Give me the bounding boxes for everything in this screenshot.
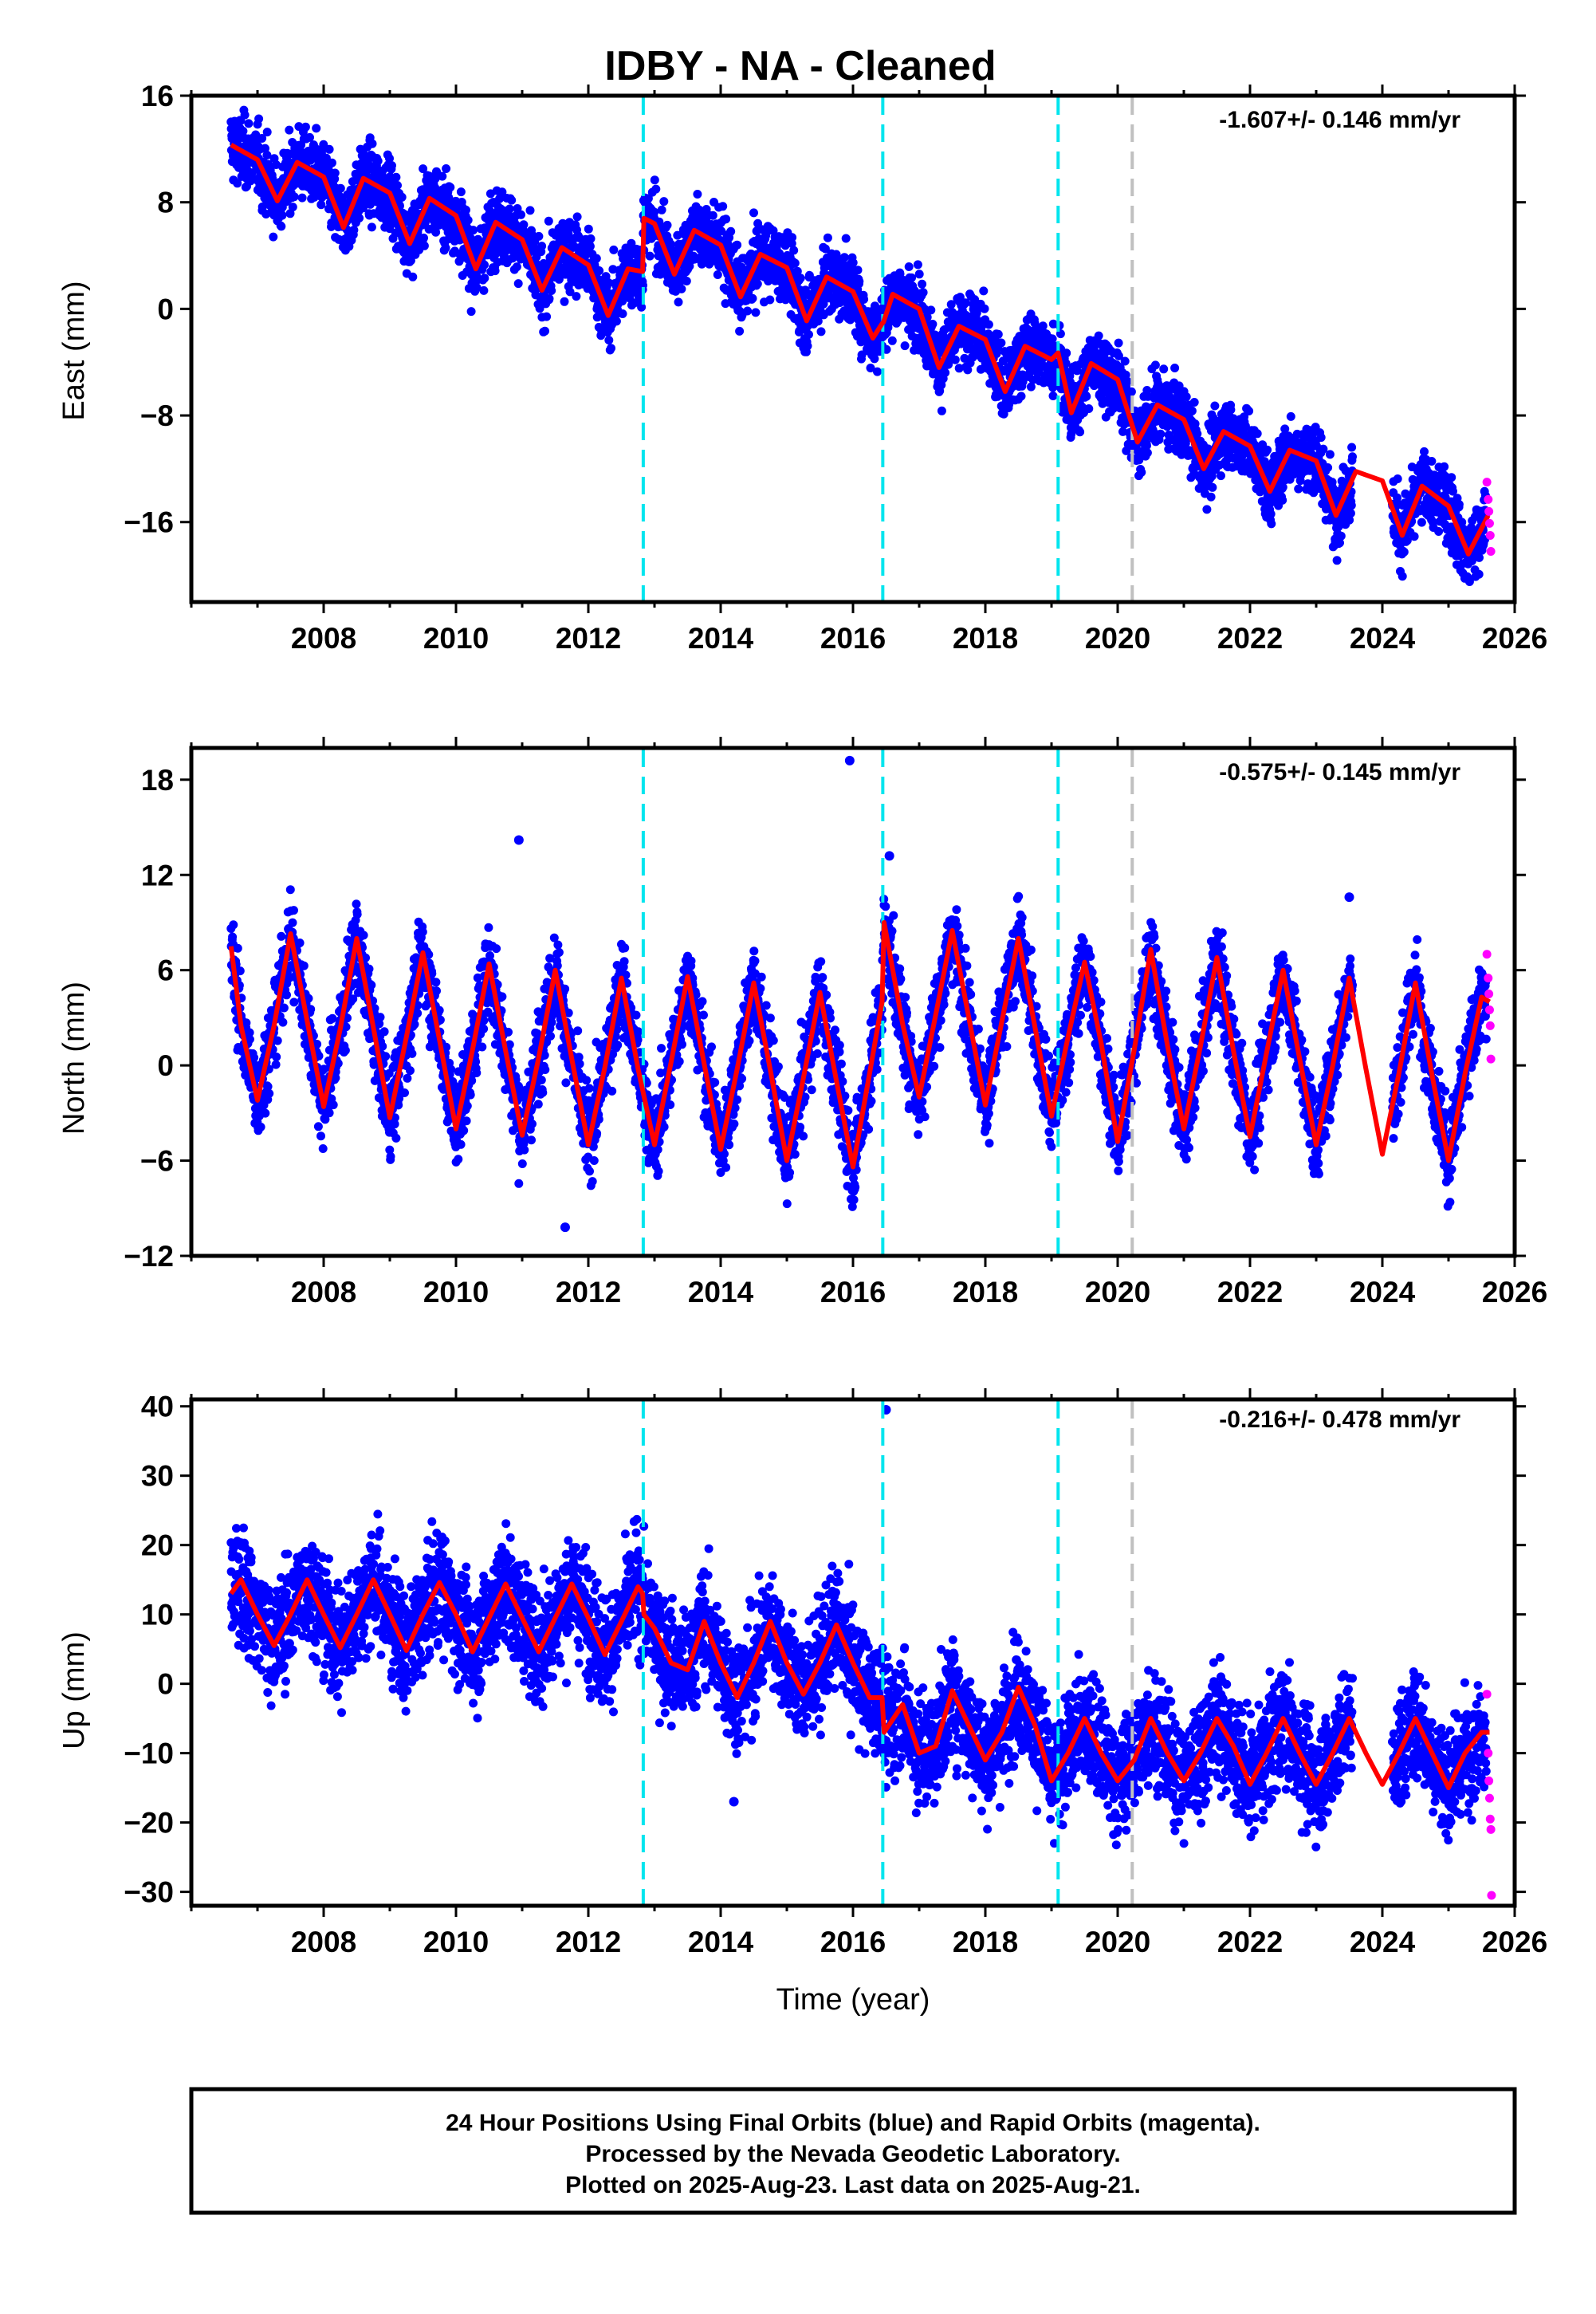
up-x-tick-label: 2012 xyxy=(556,1926,621,1958)
up-x-tick-label: 2014 xyxy=(688,1926,754,1958)
east-rapid-orbit-point xyxy=(1484,494,1493,504)
up-y-tick-label: −30 xyxy=(124,1876,174,1909)
up-y-tick-label: 30 xyxy=(141,1460,174,1493)
north-x-tick-label: 2024 xyxy=(1350,1276,1416,1309)
north-outlier-point xyxy=(844,755,855,765)
east-x-tick-label: 2010 xyxy=(423,622,489,655)
up-rapid-orbit-point xyxy=(1487,1891,1496,1900)
east-x-tick-label: 2020 xyxy=(1085,622,1150,655)
east-plot-area: 2008 2010 2012 2014 2016 2018 2020 2022 2024 2026… xyxy=(124,80,1547,655)
up-outlier-point xyxy=(729,1796,739,1807)
north-x-tick-label: 2026 xyxy=(1482,1276,1547,1309)
north-outlier-point xyxy=(1344,892,1354,903)
north-rapid-orbit-point xyxy=(1482,950,1492,959)
x-axis-label: Time (year) xyxy=(776,1983,930,2017)
east-rapid-orbit-point xyxy=(1486,547,1496,556)
east-x-tick-label: 2024 xyxy=(1350,622,1416,655)
east-panel: 2008 2010 2012 2014 2016 2018 2020 2022 2024 2026… xyxy=(57,80,1547,655)
north-x-tick-label: 2010 xyxy=(423,1276,489,1309)
east-ylabel: East (mm) xyxy=(57,281,91,420)
north-outlier-point xyxy=(884,851,894,861)
north-y-tick-label: 6 xyxy=(157,954,174,987)
east-x-tick-label: 2016 xyxy=(820,622,886,655)
north-panel: 2008 2010 2012 2014 2016 2018 2020 2022 2024 2026… xyxy=(57,737,1547,1309)
up-model-line xyxy=(229,1577,1490,1791)
north-x-tick-label: 2014 xyxy=(688,1276,754,1309)
up-x-tick-label: 2018 xyxy=(953,1926,1018,1958)
north-y-tick-label: 12 xyxy=(141,859,174,891)
east-y-tick-label: 16 xyxy=(141,80,174,112)
up-rapid-orbit-point xyxy=(1482,1690,1492,1699)
up-x-tick-label: 2024 xyxy=(1350,1926,1416,1958)
north-rate-label: -0.575+/- 0.145 mm/yr xyxy=(1219,759,1460,785)
north-model-line xyxy=(228,920,1492,1170)
up-rate-label: -0.216+/- 0.478 mm/yr xyxy=(1219,1407,1460,1433)
up-y-tick-label: 40 xyxy=(141,1391,174,1423)
east-rapid-orbit-point xyxy=(1484,518,1494,528)
north-rapid-orbit-point xyxy=(1484,974,1493,983)
east-model-line xyxy=(230,143,1491,557)
north-ylabel: North (mm) xyxy=(57,982,91,1135)
north-y-tick-label: −6 xyxy=(140,1145,174,1178)
east-y-tick-label: 0 xyxy=(157,293,174,325)
north-x-tick-label: 2016 xyxy=(820,1276,886,1309)
up-panel: 2008 2010 2012 2014 2016 2018 2020 2022 2024 2026… xyxy=(57,1388,1547,1958)
up-y-tick-label: −10 xyxy=(124,1737,174,1770)
north-rapid-orbit-point xyxy=(1484,990,1494,999)
north-rapid-orbit-point xyxy=(1484,1005,1494,1014)
east-y-tick-label: −8 xyxy=(140,399,174,432)
east-rapid-orbit-point xyxy=(1484,506,1494,516)
north-x-tick-label: 2018 xyxy=(953,1276,1018,1309)
north-y-tick-label: 18 xyxy=(141,764,174,797)
north-y-tick-label: 0 xyxy=(157,1049,174,1082)
up-y-tick-label: 10 xyxy=(141,1599,174,1631)
up-x-tick-label: 2016 xyxy=(820,1926,886,1958)
north-x-tick-label: 2022 xyxy=(1217,1276,1283,1309)
east-x-tick-label: 2008 xyxy=(291,622,356,655)
up-rapid-orbit-point xyxy=(1484,1776,1494,1785)
up-x-tick-label: 2020 xyxy=(1085,1926,1150,1958)
east-rapid-orbit-point xyxy=(1482,478,1492,487)
main-title: IDBY - NA - Cleaned xyxy=(604,43,996,89)
north-final-orbit-points xyxy=(226,885,1491,1211)
up-x-tick-label: 2010 xyxy=(423,1926,489,1958)
east-x-tick-label: 2012 xyxy=(556,622,621,655)
north-rapid-orbit-point xyxy=(1486,1054,1496,1064)
north-plot-area: 2008 2010 2012 2014 2016 2018 2020 2022 2024 2026… xyxy=(124,737,1547,1309)
east-x-tick-label: 2014 xyxy=(688,622,754,655)
up-rapid-orbit-point xyxy=(1485,1814,1495,1824)
footer-frame xyxy=(189,2087,1517,2215)
up-y-tick-label: −20 xyxy=(124,1807,174,1840)
east-rate-label: -1.607+/- 0.146 mm/yr xyxy=(1219,107,1460,133)
up-x-tick-label: 2022 xyxy=(1217,1926,1283,1958)
east-y-tick-label: 8 xyxy=(157,187,174,219)
north-outlier-point xyxy=(513,835,524,845)
north-x-tick-label: 2008 xyxy=(291,1276,356,1309)
north-outlier-point xyxy=(560,1222,570,1233)
east-x-tick-label: 2026 xyxy=(1482,622,1547,655)
north-rapid-orbit-point xyxy=(1485,1021,1495,1030)
up-x-tick-label: 2026 xyxy=(1482,1926,1547,1958)
up-rapid-orbit-point xyxy=(1484,1793,1494,1803)
footer-line-2: Processed by the Nevada Geodetic Laborat… xyxy=(585,2141,1120,2167)
up-x-tick-label: 2008 xyxy=(291,1926,356,1958)
footer-line-3: Plotted on 2025-Aug-23. Last data on 202… xyxy=(565,2172,1141,2198)
footer-box: 24 Hour Positions Using Final Orbits (bl… xyxy=(189,2087,1517,2215)
north-y-tick-label: −12 xyxy=(124,1240,174,1273)
east-rapid-orbit-point xyxy=(1485,530,1495,540)
north-x-tick-label: 2020 xyxy=(1085,1276,1150,1309)
east-y-tick-label: −16 xyxy=(124,506,174,539)
footer-line-1: 24 Hour Positions Using Final Orbits (bl… xyxy=(446,2110,1260,2136)
up-y-tick-label: 0 xyxy=(157,1668,174,1701)
east-x-tick-label: 2022 xyxy=(1217,622,1283,655)
east-plot-background xyxy=(191,96,1515,602)
up-ylabel: Up (mm) xyxy=(57,1631,91,1749)
up-rapid-orbit-point xyxy=(1486,1824,1496,1834)
up-rapid-orbit-point xyxy=(1484,1749,1493,1758)
north-x-tick-label: 2012 xyxy=(556,1276,621,1309)
up-y-tick-label: 20 xyxy=(141,1529,174,1562)
east-x-tick-label: 2018 xyxy=(953,622,1018,655)
up-plot-area: 2008 2010 2012 2014 2016 2018 2020 2022 2024 2026… xyxy=(124,1388,1547,1958)
